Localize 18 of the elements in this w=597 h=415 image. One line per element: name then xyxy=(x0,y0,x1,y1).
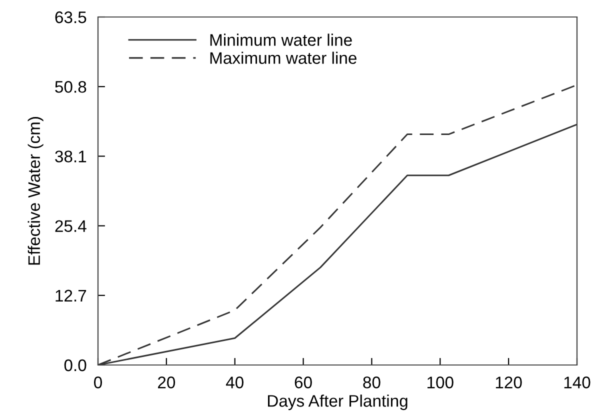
x-tick-label: 100 xyxy=(428,376,454,388)
x-tick-label: 40 xyxy=(226,376,244,388)
legend-label: Minimum water line xyxy=(210,34,352,46)
y-tick-label: 12.7 xyxy=(56,290,86,302)
y-tick-label: 0.0 xyxy=(64,359,86,372)
y-tick-label: 38.1 xyxy=(55,150,86,162)
y-axis-title: Effective Water (cm) xyxy=(28,117,44,265)
x-tick-label: 60 xyxy=(294,376,312,388)
x-tick-label: 140 xyxy=(564,376,590,388)
x-tick-label: 120 xyxy=(496,376,522,388)
y-tick-label: 63.5 xyxy=(55,11,86,24)
x-tick-label: 20 xyxy=(158,376,176,388)
x-axis-title: Days After Planting xyxy=(268,394,408,410)
legend-label: Maximum water line xyxy=(210,52,356,64)
y-tick-label: 50.8 xyxy=(55,81,86,93)
x-tick-label: 80 xyxy=(363,376,380,388)
y-tick-label: 25.4 xyxy=(55,220,86,232)
x-tick-label: 0 xyxy=(94,376,102,388)
